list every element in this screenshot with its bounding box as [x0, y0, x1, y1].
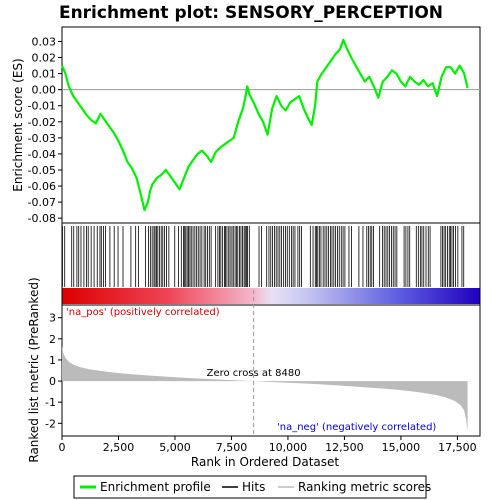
es-axis-title: Enrichment score (ES) — [11, 58, 25, 191]
es-ytick-label: 0.02 — [32, 52, 57, 65]
x-tick-label: 10,000 — [269, 441, 308, 454]
legend-box — [73, 475, 427, 499]
es-ytick-label: -0.02 — [28, 116, 56, 129]
x-tick-label: 5,000 — [159, 441, 191, 454]
x-tick-label: 17,500 — [438, 441, 477, 454]
es-ytick-label: -0.04 — [28, 148, 56, 161]
ranking-metric-area — [62, 346, 468, 432]
chart-title: Enrichment plot: SENSORY_PERCEPTION — [59, 3, 443, 23]
positive-correlation-label: 'na_pos' (positively correlated) — [66, 307, 220, 318]
legend-label-ranking-metric: Ranking metric scores — [298, 480, 431, 494]
metric-ytick-label: 1 — [49, 354, 56, 367]
legend: Enrichment profile Hits Ranking metric s… — [73, 475, 431, 499]
es-ytick-label: -0.08 — [28, 212, 56, 225]
x-tick-label: 2,500 — [103, 441, 135, 454]
es-panel-frame — [61, 26, 481, 224]
metric-axis-title: Ranked list metric (PreRanked) — [27, 277, 41, 462]
es-ytick-label: 0.00 — [32, 84, 57, 97]
x-axis-title: Rank in Ordered Dataset — [191, 455, 339, 469]
es-ytick-label: -0.07 — [28, 196, 56, 209]
es-ytick-label: -0.06 — [28, 180, 56, 193]
metric-ytick-label: 2 — [49, 333, 56, 346]
legend-label-hits: Hits — [242, 480, 265, 494]
metric-panel: -2 -1 0 1 2 3 Zero cross at 8480 'na_pos' (posi… — [45, 290, 477, 454]
es-ytick-label: -0.05 — [28, 164, 56, 177]
metric-ytick-label: 3 — [49, 312, 56, 325]
zero-cross-label: Zero cross at 8480 — [207, 368, 301, 379]
es-ytick-label: 0.03 — [32, 35, 57, 48]
metric-ytick-label: -2 — [45, 417, 56, 430]
rank-color-bar — [62, 288, 480, 304]
enrichment-profile-line — [60, 38, 469, 212]
es-ytick-label: 0.01 — [32, 68, 57, 81]
legend-label-enrichment-profile: Enrichment profile — [100, 480, 211, 494]
es-panel: -0.08 -0.07 -0.06 -0.05 -0.04 -0.03 -0.02 -0.01… — [28, 35, 480, 225]
es-ytick-label: -0.03 — [28, 132, 56, 145]
hits-panel — [62, 226, 480, 304]
metric-ytick-label: 0 — [49, 375, 56, 388]
x-tick-label: 12,500 — [325, 441, 364, 454]
x-tick-label: 15,000 — [382, 441, 421, 454]
metric-ytick-label: -1 — [45, 396, 56, 409]
x-tick-label: 0 — [59, 441, 66, 454]
negative-correlation-label: 'na_neg' (negatively correlated) — [277, 422, 436, 433]
x-tick-label: 7,500 — [216, 441, 248, 454]
es-ytick-label: -0.01 — [28, 100, 56, 113]
